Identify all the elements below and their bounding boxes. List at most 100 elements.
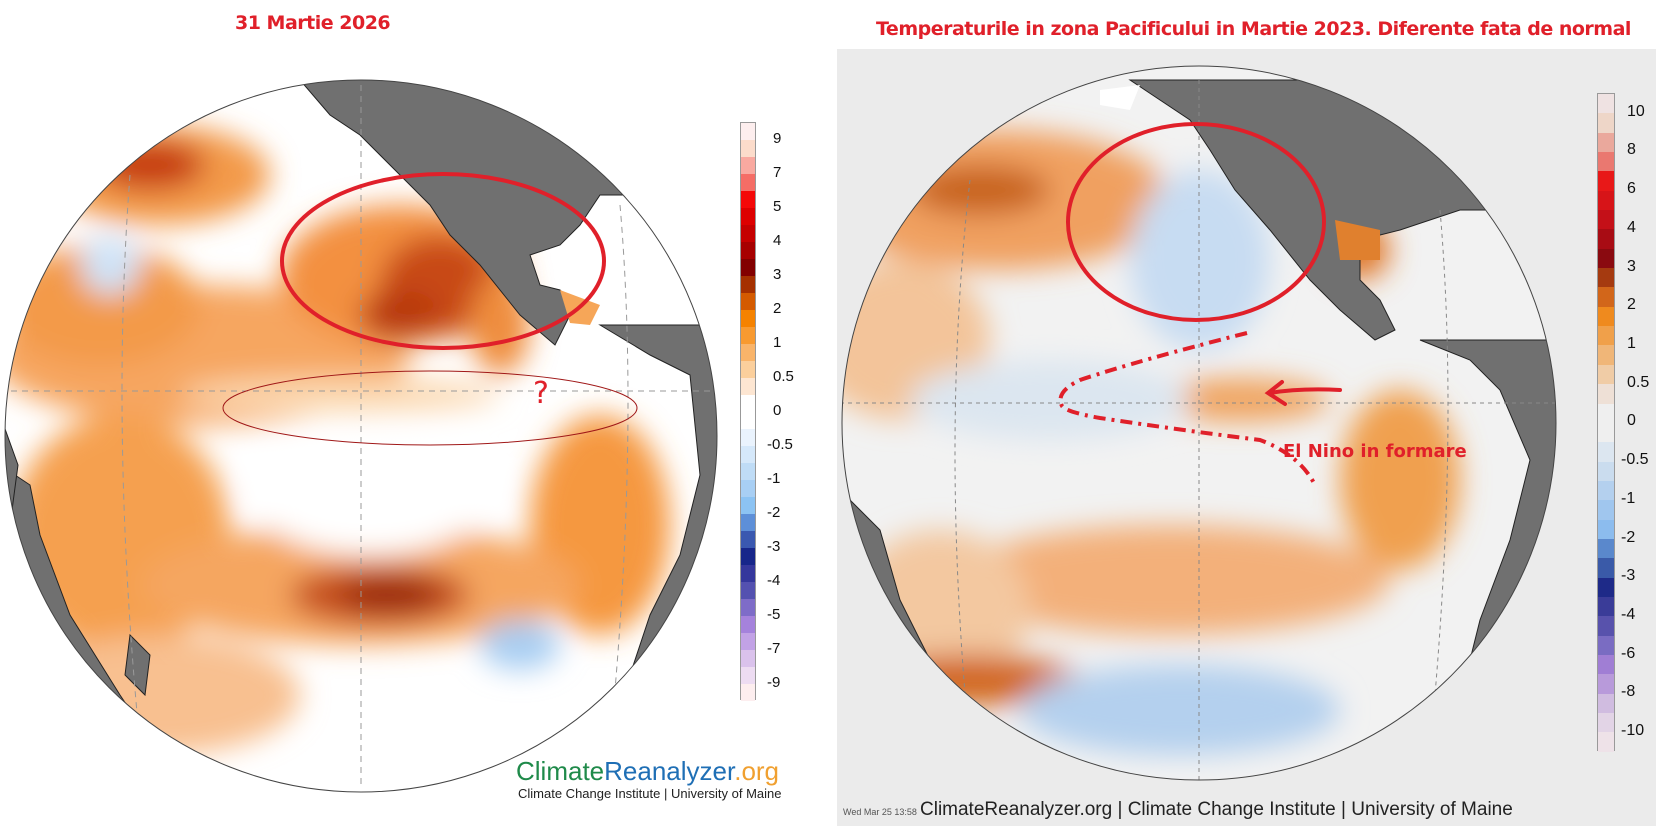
colorbar-swatch [1598,480,1614,501]
colorbar-tick-label: 2 [773,300,782,317]
right-colorbar [1597,93,1615,752]
colorbar-tick-label: -10 [1621,722,1645,740]
right-globe-map [841,65,1557,781]
colorbar-tick-label: 4 [773,232,782,249]
colorbar-swatch [741,684,755,701]
colorbar-swatch [1598,229,1614,249]
colorbar-swatch [741,310,755,327]
colorbar-tick-label: -2 [767,504,781,521]
logo-subtitle: Climate Change Institute | University of… [518,786,782,801]
logo-part-climate: Climate [516,756,605,786]
colorbar-swatch [741,429,755,446]
colorbar-swatch [741,225,755,242]
colorbar-swatch [1598,519,1614,539]
colorbar-swatch [741,582,755,599]
colorbar-tick-label: 8 [1627,141,1636,159]
colorbar-swatch [1598,422,1614,443]
colorbar-tick-label: 3 [1627,257,1636,275]
colorbar-swatch [741,412,755,429]
colorbar-swatch [1598,403,1614,423]
colorbar-swatch [1598,500,1614,520]
colorbar-tick-label: -1 [767,470,781,487]
colorbar-swatch [1598,693,1614,713]
colorbar-tick-label: 9 [773,130,782,147]
colorbar-swatch [1598,152,1614,172]
colorbar-swatch [1598,538,1614,559]
colorbar-tick-label: 0 [1627,412,1636,430]
colorbar-tick-label: 3 [773,266,782,283]
colorbar-swatch [1598,268,1614,288]
colorbar-swatch [1598,713,1614,733]
colorbar-tick-label: 10 [1627,102,1645,120]
colorbar-swatch [1598,577,1614,597]
el-nino-annotation: El Nino in formare [1283,441,1467,462]
colorbar-swatch [741,497,755,514]
colorbar-tick-label: -1 [1621,489,1636,507]
colorbar-swatch [741,174,755,191]
colorbar-swatch [741,565,755,582]
logo-part-reanalyzer: Reanalyzer [604,756,735,786]
colorbar-swatch [741,327,755,344]
colorbar-tick-label: 4 [1627,218,1636,236]
colorbar-swatch [741,463,755,480]
colorbar-tick-label: 2 [1627,296,1636,314]
left-colorbar [740,122,756,701]
left-map-title: 31 Martie 2026 [235,12,391,34]
colorbar-swatch [741,208,755,225]
colorbar-tick-label: 1 [773,334,782,351]
colorbar-tick-label: -2 [1621,528,1636,546]
equator-ellipse [222,370,638,446]
colorbar-swatch [1598,558,1614,578]
colorbar-tick-label: -0.5 [767,436,793,453]
logo-part-org: .org [734,756,780,786]
colorbar-tick-label: -3 [767,538,781,555]
colorbar-swatch [1598,635,1614,655]
colorbar-tick-label: 1 [1627,334,1636,352]
colorbar-swatch [741,242,755,259]
colorbar-swatch [1598,190,1614,211]
colorbar-swatch [1598,210,1614,230]
colorbar-tick-label: 0.5 [773,368,794,385]
colorbar-swatch [741,378,755,395]
right-map-title: Temperaturile in zona Pacificului in Mar… [876,18,1631,40]
colorbar-swatch [1598,306,1614,327]
colorbar-swatch [1598,287,1614,307]
colorbar-tick-label: -0.5 [1621,451,1649,469]
colorbar-tick-label: -5 [767,606,781,623]
question-mark-annotation: ? [533,376,549,411]
colorbar-tick-label: -4 [767,572,781,589]
colorbar-tick-label: -6 [1621,644,1636,662]
colorbar-swatch [741,293,755,310]
colorbar-swatch [741,361,755,378]
colorbar-swatch [1598,248,1614,269]
left-globe-map [4,79,718,793]
colorbar-swatch [741,650,755,667]
colorbar-swatch [1598,654,1614,675]
colorbar-swatch [741,446,755,463]
dashed-wedge-outline [1058,331,1317,486]
colorbar-swatch [741,395,755,412]
colorbar-tick-label: -3 [1621,567,1636,585]
west-arrow [1264,380,1342,406]
colorbar-swatch [1598,132,1614,153]
footer-credit: ClimateReanalyzer.org | Climate Change I… [920,799,1513,820]
colorbar-swatch [1598,94,1614,114]
warm-anomaly-ellipse [280,172,606,350]
footer-timestamp: Wed Mar 25 13:58 [843,807,917,817]
colorbar-tick-label: 7 [773,164,782,181]
colorbar-swatch [741,531,755,548]
colorbar-swatch [1598,461,1614,481]
colorbar-swatch [741,276,755,293]
colorbar-tick-label: 6 [1627,180,1636,198]
colorbar-swatch [741,191,755,208]
colorbar-swatch [741,344,755,361]
colorbar-tick-label: 0.5 [1627,373,1650,391]
colorbar-swatch [741,514,755,531]
climate-reanalyzer-logo: ClimateReanalyzer.org [516,756,779,787]
colorbar-swatch [1598,674,1614,694]
colorbar-tick-label: -8 [1621,683,1636,701]
colorbar-tick-label: -7 [767,640,781,657]
colorbar-swatch [1598,326,1614,346]
colorbar-swatch [1598,345,1614,365]
colorbar-swatch [741,667,755,684]
